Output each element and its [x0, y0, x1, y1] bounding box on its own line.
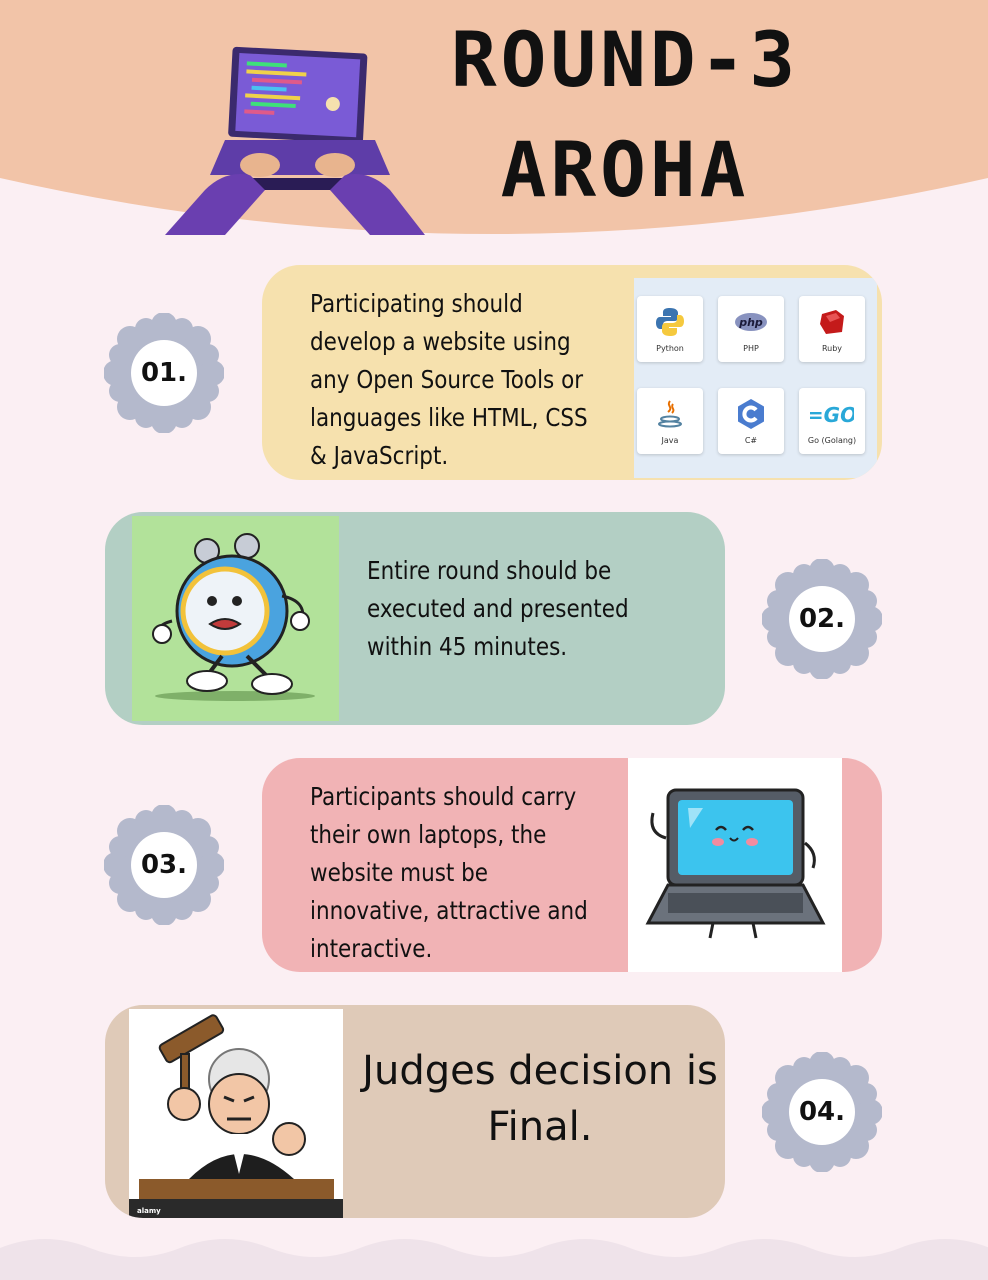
gear-icon: [103, 312, 225, 434]
step-card-2: Entire round should be executed and pres…: [105, 512, 725, 725]
gear-icon: [761, 1051, 883, 1173]
gear-icon: [761, 558, 883, 680]
ruby-icon: [820, 310, 844, 334]
running-clock-illustration: [132, 516, 339, 721]
step-badge-3: 03.: [103, 804, 225, 926]
step-card-1: Participating should develop a website u…: [262, 265, 882, 480]
step-number-4: 04.: [798, 1097, 846, 1127]
judge-gavel-illustration: alamy: [129, 1009, 343, 1218]
step-text-4: Judges decision is Final.: [362, 1048, 718, 1150]
lang-tile-csharp: C#: [718, 388, 784, 454]
page-title-line1: ROUND-3: [450, 15, 800, 104]
step-text-1: Participating should develop a website u…: [310, 289, 588, 470]
lang-name-java: Java: [661, 436, 679, 445]
lang-tile-ruby: Ruby: [799, 296, 865, 362]
lang-tile-php: php PHP: [718, 296, 784, 362]
step-card-3: Participants should carry their own lapt…: [262, 758, 882, 972]
step-badge-2: 02.: [761, 558, 883, 680]
lang-tile-java: Java: [637, 388, 703, 454]
lang-name-csharp: C#: [744, 436, 758, 445]
lang-name-python: Python: [656, 344, 684, 353]
step-number-1: 01.: [140, 358, 188, 388]
step-text-3: Participants should carry their own lapt…: [310, 782, 588, 963]
lang-tile-go: =GO Go (Golang): [799, 388, 865, 454]
php-icon: php: [735, 313, 767, 331]
languages-panel: Python php PHP Ruby Java: [634, 278, 877, 478]
bottom-wave-decoration: [0, 1239, 988, 1280]
lang-tile-python: Python: [637, 296, 703, 362]
step-badge-4: 04.: [761, 1051, 883, 1173]
python-icon: [656, 308, 684, 336]
csharp-icon: [738, 399, 764, 429]
step-card-4: alamy Judges decision is Final.: [105, 1005, 725, 1218]
happy-laptop-illustration: [628, 758, 842, 972]
java-icon: [658, 400, 682, 428]
step-number-3: 03.: [140, 850, 188, 880]
gear-icon: [103, 804, 225, 926]
step-badge-1: 01.: [103, 312, 225, 434]
go-icon: =GO: [810, 403, 854, 427]
lang-name-ruby: Ruby: [821, 344, 843, 353]
go-logo-text: =GO: [810, 403, 854, 427]
lang-name-go: Go (Golang): [807, 436, 857, 445]
php-logo-text: php: [738, 316, 763, 329]
laptop-typing-illustration: [165, 46, 425, 235]
page-title-line2: AROHA: [500, 125, 750, 214]
watermark-text: alamy: [137, 1207, 161, 1215]
lang-name-php: PHP: [743, 344, 759, 353]
step-number-2: 02.: [798, 604, 846, 634]
step-text-2: Entire round should be executed and pres…: [367, 556, 629, 661]
